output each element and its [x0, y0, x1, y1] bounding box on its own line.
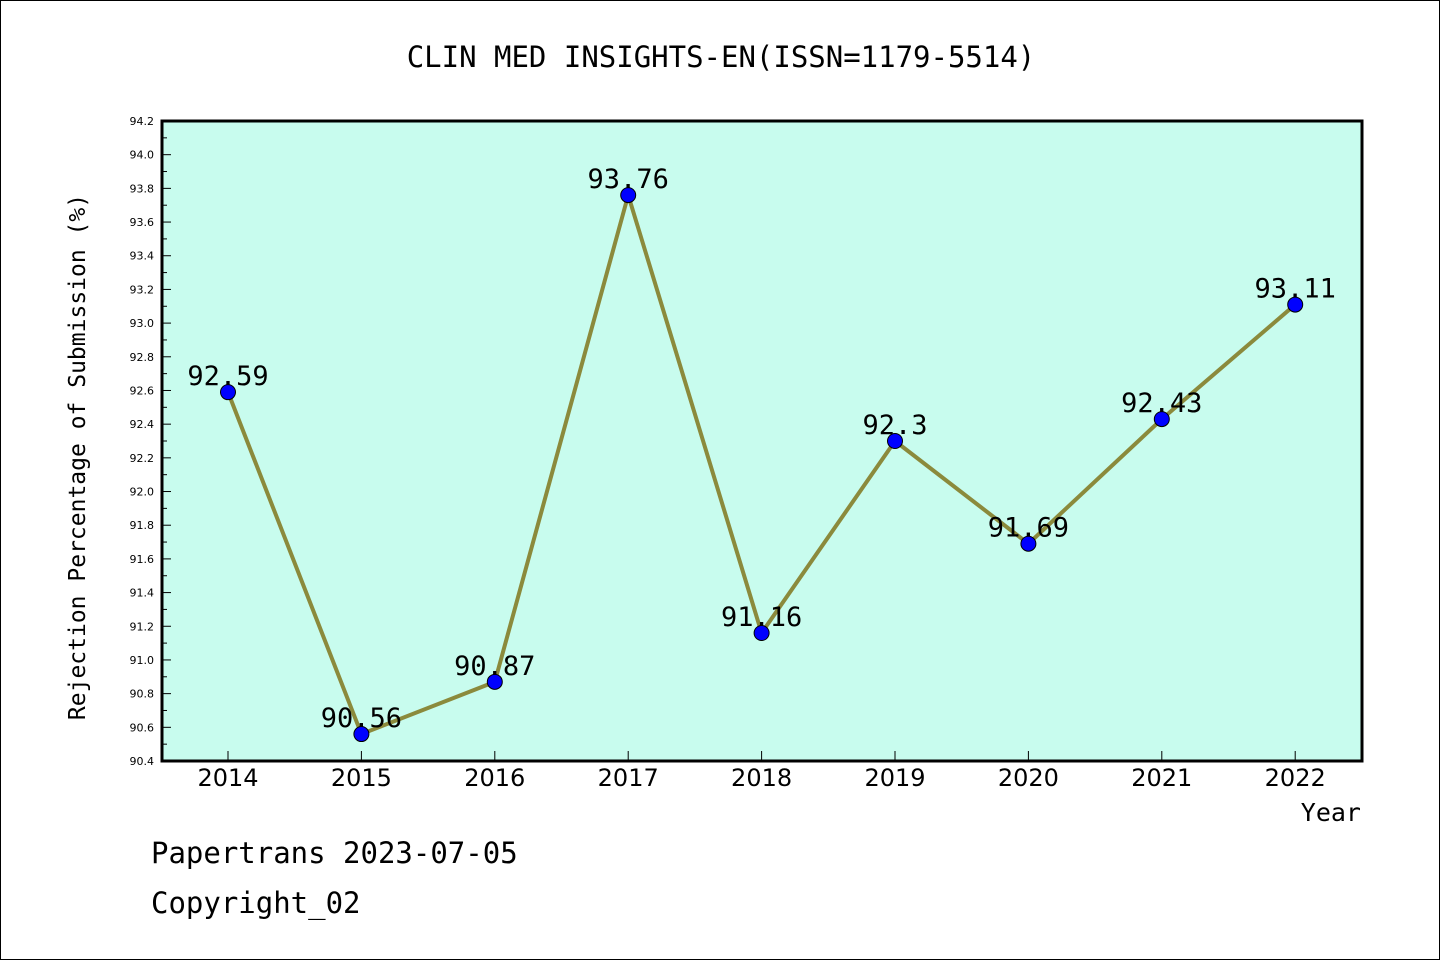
data-label: 90.87: [454, 651, 535, 682]
x-tick-label: 2021: [1131, 764, 1192, 792]
x-tick-label: 2020: [998, 764, 1059, 792]
y-tick-label: 93.6: [130, 216, 155, 229]
data-label: 93.11: [1255, 274, 1336, 305]
y-tick-label: 92.6: [130, 384, 155, 397]
y-tick-label: 92.8: [130, 351, 155, 364]
data-point-marker: [1153, 411, 1170, 428]
series-group: [220, 187, 1304, 743]
data-label: 91.16: [721, 602, 802, 633]
y-tick-label: 90.8: [130, 688, 155, 701]
x-tick-label: 2019: [864, 764, 925, 792]
data-point-marker: [353, 726, 370, 743]
y-tick-label: 91.6: [130, 553, 155, 566]
y-tick-label: 91.0: [130, 654, 155, 667]
data-point-marker: [486, 673, 503, 690]
y-tick-label: 93.2: [130, 283, 155, 296]
y-tick-label: 91.2: [130, 620, 155, 633]
y-tick-label: 91.4: [130, 587, 155, 600]
y-axis-label: Rejection Percentage of Submission (%): [65, 194, 91, 720]
y-tick-label: 93.0: [130, 317, 155, 330]
data-point-marker: [753, 625, 770, 641]
x-tick-label: 2022: [1265, 764, 1326, 792]
data-label: 92.43: [1121, 388, 1202, 419]
data-point-marker: [1020, 535, 1037, 552]
x-tick-label: 2016: [464, 764, 525, 792]
data-point-marker: [220, 384, 236, 401]
data-point-marker: [1287, 296, 1304, 313]
data-point-marker: [620, 187, 637, 204]
data-label: 93.76: [588, 164, 669, 195]
data-label: 92.3: [862, 410, 927, 441]
footer-date-text: Papertrans 2023-07-05: [151, 836, 518, 870]
chart-title: CLIN MED INSIGHTS-EN(ISSN=1179-5514): [407, 40, 1036, 74]
plot-area: [160, 119, 1364, 763]
x-tick-label: 2017: [598, 764, 659, 792]
x-axis-ticks: 2014 2015 2016 2017 2018 2019 2020 2021 2022: [197, 751, 1326, 792]
y-tick-label: 93.4: [130, 250, 155, 263]
y-tick-label: 94.0: [130, 149, 155, 162]
x-axis-label: Year: [1301, 798, 1361, 827]
y-axis-ticks: 90.4 90.6 90.8 91.0 91.2 91.4 91.6 91.8 92.0 92.2…: [130, 115, 171, 768]
y-tick-label: 94.2: [130, 115, 155, 128]
data-label: 92.59: [187, 361, 268, 392]
x-tick-label: 2015: [331, 764, 392, 792]
y-tick-label: 92.4: [130, 418, 155, 431]
data-point-marker: [887, 433, 903, 449]
y-tick-label: 91.8: [130, 519, 155, 532]
y-tick-label: 90.4: [130, 755, 155, 768]
y-tick-label: 90.6: [130, 721, 155, 734]
x-tick-label: 2018: [731, 764, 792, 792]
data-label: 91.69: [988, 513, 1069, 544]
data-label: 90.56: [321, 703, 402, 734]
x-tick-label: 2014: [197, 764, 258, 792]
y-tick-label: 92.0: [130, 486, 155, 499]
y-tick-label: 92.2: [130, 452, 155, 465]
y-tick-label: 93.8: [130, 182, 155, 195]
data-labels-group: 92.59 90.56 90.87 93.76 91.16 92.3 91.69 92.43 9…: [187, 164, 1335, 734]
footer-copyright-text: Copyright_02: [151, 886, 361, 920]
